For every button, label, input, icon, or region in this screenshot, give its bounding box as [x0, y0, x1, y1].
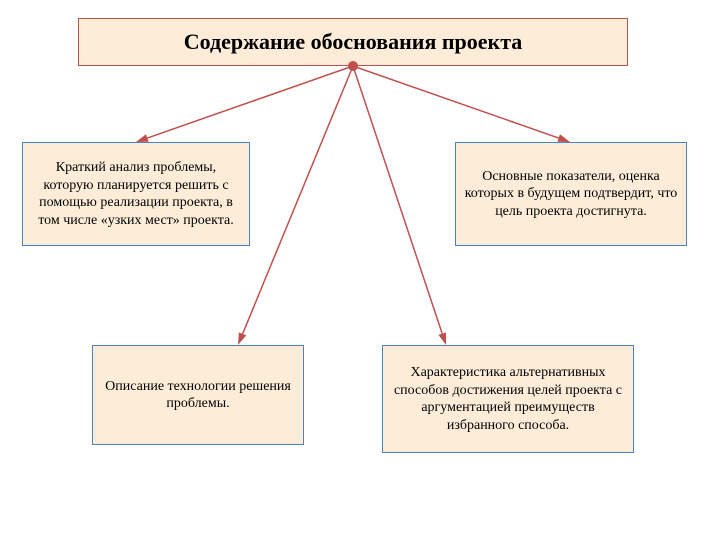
arrow-head — [557, 134, 570, 142]
node-text: Основные показатели, оценка которых в бу… — [464, 168, 678, 221]
arrows-layer — [0, 0, 720, 540]
arrow-line — [353, 66, 559, 138]
arrow-line — [147, 66, 353, 138]
node-technology-description: Описание технологии решения проблемы. — [92, 345, 304, 445]
node-text: Краткий анализ проблемы, которую планиру… — [31, 159, 241, 229]
arrow-head — [238, 332, 246, 345]
diagram-canvas: Содержание обоснования проекта Краткий а… — [0, 0, 720, 540]
node-key-indicators: Основные показатели, оценка которых в бу… — [455, 142, 687, 246]
arrow-head — [136, 134, 149, 142]
node-text: Описание технологии решения проблемы. — [101, 378, 295, 413]
node-brief-analysis: Краткий анализ проблемы, которую планиру… — [22, 142, 250, 246]
diagram-title-text: Содержание обоснования проекта — [184, 28, 523, 56]
arrow-head — [438, 332, 446, 345]
node-alternatives-characteristic: Характеристика альтернативных способов д… — [382, 345, 634, 453]
arrow-line — [243, 66, 353, 334]
node-text: Характеристика альтернативных способов д… — [391, 364, 625, 434]
diagram-title: Содержание обоснования проекта — [78, 18, 628, 66]
arrow-line — [353, 66, 442, 334]
